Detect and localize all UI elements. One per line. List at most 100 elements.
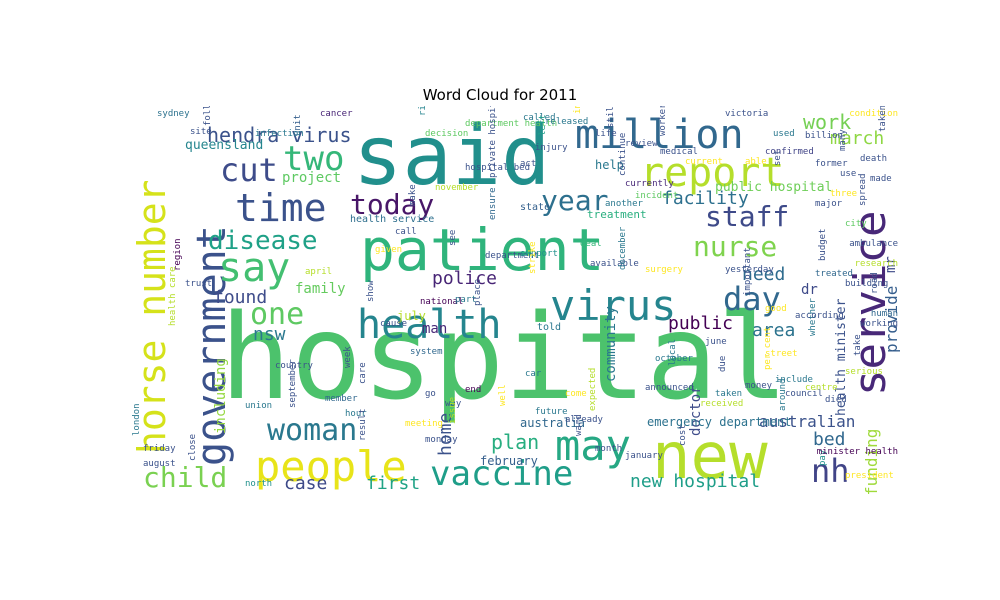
word-include: include [775, 375, 813, 385]
word-july: july [397, 309, 426, 323]
word-public: public [668, 313, 733, 334]
word-cut: cut [220, 151, 278, 189]
word-dr: dr [801, 282, 818, 298]
word-family: family [295, 281, 346, 297]
word-health: health [357, 302, 502, 348]
word-found: found [213, 287, 267, 308]
word-day: day [723, 280, 781, 318]
word-staff: staff [705, 200, 789, 233]
word-state: state [520, 202, 550, 213]
word-october: october [655, 354, 694, 364]
word-hendra-virus: hendra virus [207, 123, 352, 147]
word-september: september [288, 359, 298, 408]
word-make: make [408, 184, 418, 206]
word-risk: risk [418, 106, 428, 116]
word-come: come [565, 389, 587, 399]
word-report: report [640, 150, 785, 196]
word-research: research [855, 259, 898, 269]
word-horse-number: horse number [130, 179, 174, 454]
word-emergency-department: emergency department [647, 415, 792, 429]
word-work: work [803, 110, 851, 134]
word-around: around [778, 378, 788, 411]
word-infection: infection [255, 129, 304, 139]
word-facility: facility [662, 188, 749, 209]
word-worker: worker [658, 106, 668, 136]
word-unit: unit [293, 114, 303, 136]
word-building: building [845, 279, 888, 289]
word-president: president [845, 471, 894, 481]
word-life: life [595, 129, 617, 139]
word-currently: currently [625, 179, 674, 189]
word-call: call [395, 227, 417, 237]
word-made: made [870, 174, 892, 184]
word-hour: hour [345, 409, 367, 419]
word-monday: monday [425, 435, 458, 445]
word-country: country [275, 361, 314, 371]
word-community: community [603, 306, 619, 382]
word-sydney: sydney [157, 109, 190, 119]
word-bed: bed [813, 429, 846, 450]
word-australian: australian [759, 412, 855, 431]
word-minister-health: minister health [817, 447, 898, 457]
word-centre: centre [805, 383, 838, 393]
word-support: support [520, 249, 558, 259]
word-human: human [871, 309, 898, 319]
word-according: according [795, 311, 844, 321]
word-still: still [606, 106, 616, 128]
word-june: june [705, 337, 727, 347]
word-deal: deal [580, 239, 602, 249]
word-february: february [480, 454, 538, 468]
word-pay: pay [818, 449, 828, 466]
word-site: site [190, 127, 212, 137]
word-many: many [838, 129, 848, 151]
word-released: released [545, 117, 588, 127]
word-local: local [668, 339, 678, 366]
word-nurse: nurse [693, 230, 777, 263]
word-see: see [448, 230, 458, 246]
word-nh: nh [811, 452, 850, 490]
word-queensland: queensland [185, 138, 263, 153]
word-april: april [305, 267, 332, 277]
word-london: london [132, 403, 142, 436]
word-australia: australia [520, 416, 585, 430]
word-meeting: meeting [405, 419, 443, 429]
word-billion: billion [805, 131, 843, 141]
word-nsw: nsw [253, 324, 286, 345]
word-result: result [358, 408, 368, 441]
word-new: new [652, 420, 768, 494]
word-money: money [745, 381, 773, 391]
word-yesterday: yesterday [725, 265, 774, 275]
word-treatment: treatment [587, 208, 647, 221]
word-received: received [700, 399, 743, 409]
word-mr: mr [883, 256, 899, 273]
word-doctor: doctor [688, 385, 704, 436]
word-january: january [625, 451, 664, 461]
word-two: two [283, 139, 344, 179]
word-region: region [173, 238, 183, 271]
word-council: council [785, 389, 823, 399]
word-future: future [535, 407, 568, 417]
word-funding: funding [862, 429, 881, 494]
word-one: one [250, 297, 304, 332]
word-condition: condition [849, 109, 898, 119]
word-system: system [410, 347, 443, 357]
word-care: care [358, 362, 368, 384]
word-medical: medical [660, 147, 698, 157]
word-died: died [825, 395, 847, 405]
word-november: november [435, 183, 479, 193]
word-health-service: health service [350, 214, 434, 225]
word-available: available [590, 259, 639, 269]
word-budget: budget [818, 228, 828, 261]
word-department: department [485, 251, 539, 261]
word-cause: cause [380, 319, 407, 329]
word-called: called [523, 113, 556, 123]
word-area: area [752, 320, 795, 341]
word-plan: plan [491, 430, 539, 454]
word-provide: provide [882, 286, 900, 353]
word-place: place [473, 279, 483, 306]
word-cost: cost [678, 424, 688, 446]
word-hospital: hospital [220, 288, 788, 426]
word-public-hospital: public hospital [715, 180, 832, 195]
